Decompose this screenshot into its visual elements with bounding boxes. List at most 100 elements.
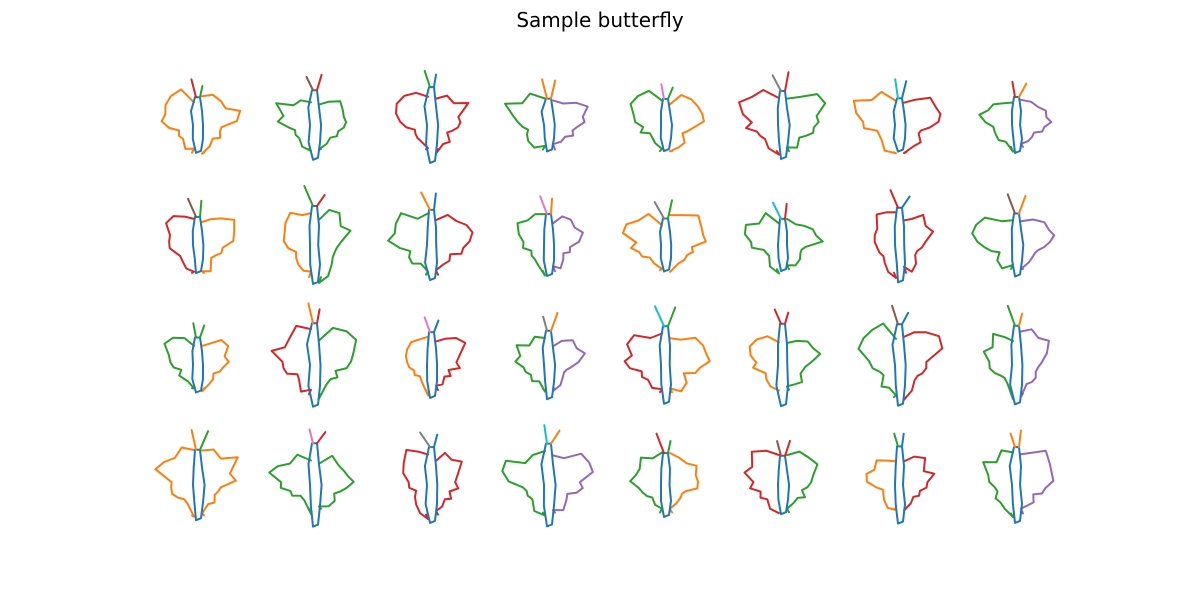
antenna xyxy=(305,76,314,92)
antenna xyxy=(653,201,665,220)
antenna xyxy=(190,78,197,99)
body xyxy=(658,325,672,405)
body xyxy=(775,322,789,408)
antenna xyxy=(1018,82,1028,98)
body xyxy=(1010,96,1023,154)
right-wing xyxy=(669,336,711,394)
butterfly-sketch xyxy=(629,83,705,153)
body xyxy=(191,215,205,275)
antenna xyxy=(901,432,905,448)
butterfly-sketch xyxy=(160,78,242,155)
butterfly-sketch xyxy=(165,197,236,275)
left-wing xyxy=(282,211,312,279)
right-wing xyxy=(903,331,944,401)
body xyxy=(1009,324,1024,406)
antenna xyxy=(550,79,557,100)
left-wing xyxy=(978,101,1014,153)
left-wing xyxy=(514,335,546,393)
antenna xyxy=(433,319,440,334)
body xyxy=(542,213,556,277)
left-wing xyxy=(743,449,780,515)
antenna xyxy=(420,191,431,211)
antenna xyxy=(316,308,321,325)
right-wing xyxy=(786,217,824,271)
antenna xyxy=(660,83,665,100)
antenna xyxy=(199,85,204,99)
right-wing xyxy=(201,448,239,517)
body xyxy=(423,446,439,524)
right-wing xyxy=(552,99,589,151)
body xyxy=(540,97,556,153)
right-wing xyxy=(552,215,584,273)
antenna xyxy=(550,429,561,445)
butterfly-sketch xyxy=(982,304,1050,406)
left-wing xyxy=(982,332,1014,401)
left-wing xyxy=(501,450,546,517)
antenna xyxy=(901,195,911,209)
right-wing xyxy=(786,93,827,153)
antenna xyxy=(1006,193,1016,215)
antenna xyxy=(773,308,782,325)
butterfly-sketch xyxy=(738,71,827,160)
antenna xyxy=(550,311,559,332)
antenna xyxy=(1018,312,1024,327)
antenna xyxy=(433,192,437,211)
antenna xyxy=(199,324,206,339)
left-wing xyxy=(404,335,429,397)
antenna xyxy=(655,432,665,455)
left-wing xyxy=(738,89,780,156)
right-wing xyxy=(318,208,352,284)
body xyxy=(541,329,557,401)
antenna xyxy=(1018,194,1027,215)
antenna xyxy=(199,199,203,218)
antenna xyxy=(550,197,553,215)
butterfly-sketch xyxy=(865,432,936,525)
antenna xyxy=(433,433,439,449)
antenna xyxy=(667,306,677,328)
antenna xyxy=(187,197,197,218)
body xyxy=(659,217,673,273)
left-wing xyxy=(504,92,546,151)
butterfly-sketch xyxy=(514,311,586,401)
right-wing xyxy=(201,93,242,155)
right-wing xyxy=(903,96,942,155)
right-wing xyxy=(318,100,348,151)
butterfly-sketch xyxy=(852,78,942,155)
antenna xyxy=(190,429,197,451)
right-wing xyxy=(435,213,474,276)
right-wing xyxy=(201,217,236,274)
butterfly-sketch xyxy=(395,69,470,164)
butterfly-sketch xyxy=(623,305,711,405)
butterfly-sketch xyxy=(282,185,352,285)
body xyxy=(891,323,907,407)
right-wing xyxy=(1020,449,1055,515)
right-wing xyxy=(903,455,936,512)
antenna xyxy=(771,74,782,92)
butterfly-sketch xyxy=(748,308,822,408)
antenna xyxy=(539,195,548,215)
body xyxy=(308,205,321,285)
left-wing xyxy=(873,211,897,279)
body xyxy=(1008,446,1023,524)
body xyxy=(659,97,673,153)
antenna xyxy=(419,431,431,449)
body xyxy=(776,90,791,160)
antenna xyxy=(654,305,665,328)
right-wing xyxy=(786,339,822,391)
body xyxy=(540,442,557,528)
antenna xyxy=(901,311,910,326)
butterfly-sketch xyxy=(971,193,1056,278)
left-wing xyxy=(629,89,663,153)
antenna xyxy=(784,311,790,325)
antenna xyxy=(772,201,782,220)
antenna xyxy=(316,73,323,92)
antenna xyxy=(542,315,548,332)
antenna xyxy=(784,202,788,220)
butterfly-sketch xyxy=(163,322,230,394)
butterfly-sketch xyxy=(978,80,1053,154)
antenna xyxy=(308,428,314,445)
body xyxy=(893,206,906,284)
antenna xyxy=(1011,80,1016,98)
left-wing xyxy=(402,448,429,520)
